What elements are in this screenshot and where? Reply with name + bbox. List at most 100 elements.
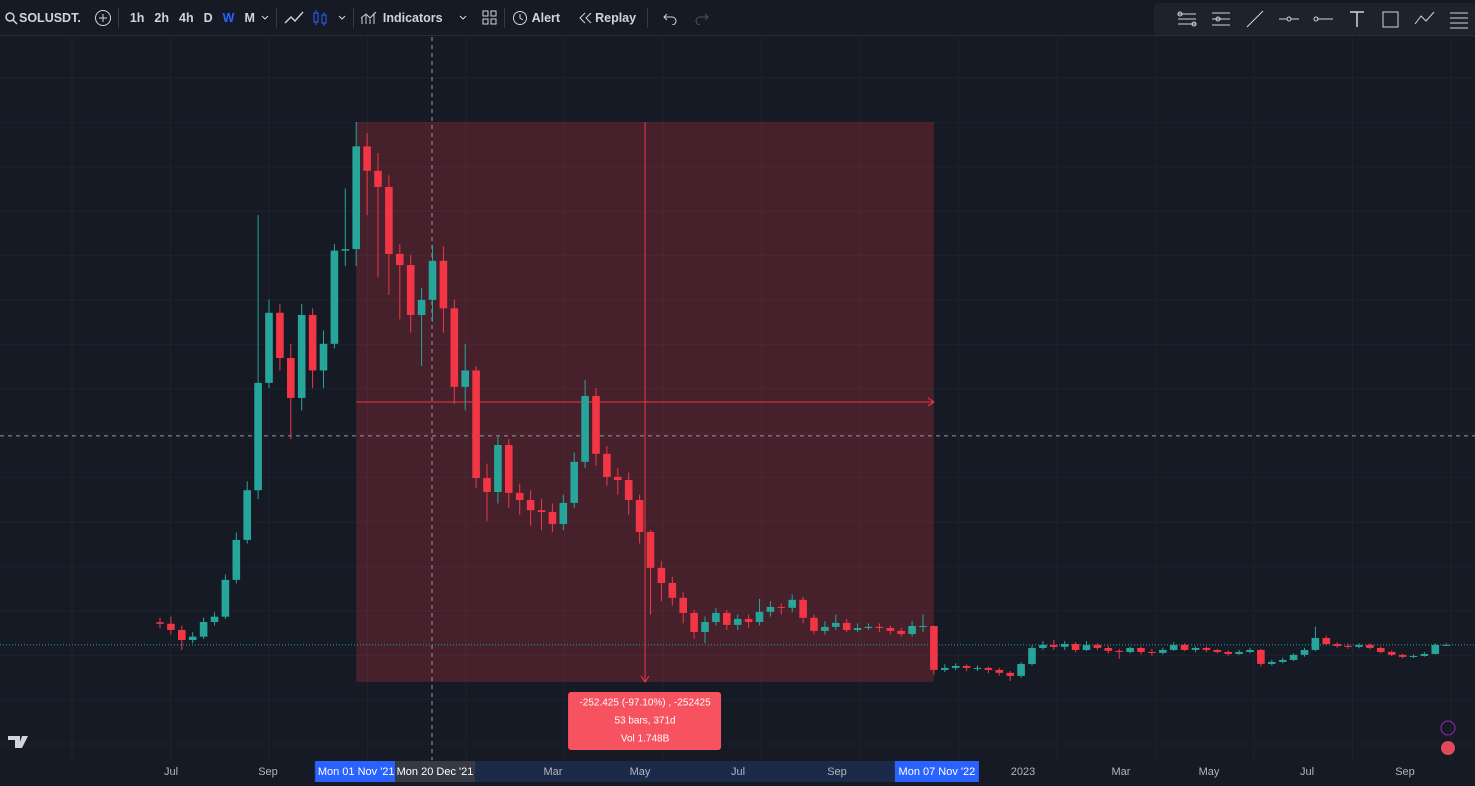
symbol[interactable]: SOLUSDT.: [19, 10, 81, 25]
candle-body: [799, 599, 807, 618]
candle-body: [1398, 654, 1407, 657]
candle-body: [450, 308, 459, 387]
layouts-icon[interactable]: [482, 10, 498, 26]
indicators-button[interactable]: Indicators: [382, 10, 443, 25]
tool-icon[interactable]: [1346, 9, 1368, 29]
candle-body: [1060, 643, 1069, 647]
candle-body: [1300, 649, 1309, 655]
candle-body: [581, 395, 589, 462]
interval[interactable]: 2h: [154, 10, 169, 25]
candle-body: [1148, 651, 1156, 653]
candle-body: [1377, 647, 1385, 652]
separator: [352, 7, 354, 28]
intervals: 1h 2h 4h D W M: [125, 11, 260, 25]
candle-body: [537, 510, 546, 512]
candle-body: [886, 628, 895, 631]
candle-body: [1278, 659, 1287, 662]
axis-range: [314, 761, 976, 782]
dropdown[interactable]: [458, 13, 468, 23]
undo[interactable]: [662, 11, 678, 25]
indicators-icon[interactable]: [360, 10, 378, 26]
redo[interactable]: [694, 11, 710, 25]
candle-body: [919, 626, 927, 628]
line-chart-icon[interactable]: [283, 10, 305, 26]
date-label-bg: [395, 761, 475, 782]
candle-body: [1039, 644, 1047, 648]
candle-body: [221, 579, 230, 617]
measure-arrow: [640, 675, 650, 683]
replay-icon[interactable]: [577, 11, 593, 25]
x-tick-label: Jul: [164, 766, 178, 778]
candle-body: [908, 626, 916, 634]
add-symbol[interactable]: [94, 9, 112, 27]
candle-body: [1028, 647, 1036, 664]
x-tick-label: Sep: [1395, 766, 1415, 778]
candle-body: [308, 314, 317, 371]
interval[interactable]: 1h: [129, 10, 145, 25]
candle-body: [657, 567, 666, 583]
alert-icon[interactable]: [511, 9, 529, 27]
interval[interactable]: W: [222, 10, 235, 25]
candle-body: [406, 265, 415, 315]
tool-icon[interactable]: [1176, 9, 1198, 29]
search-icon: [5, 11, 18, 25]
candle-body: [505, 444, 513, 493]
x-tick-label: Jul: [731, 766, 745, 778]
dropdown[interactable]: [260, 13, 270, 23]
candle-body: [1180, 644, 1189, 650]
dropdown[interactable]: [337, 13, 347, 23]
candle-body: [712, 612, 720, 623]
x-tick-label: Sep: [258, 766, 278, 778]
alert-button[interactable]: Alert: [531, 10, 561, 25]
candle-body: [951, 665, 960, 668]
tool-icon[interactable]: [1244, 9, 1266, 29]
candle-body: [995, 669, 1004, 673]
tool-icon[interactable]: [1448, 9, 1470, 29]
candle-body: [1093, 644, 1102, 648]
candle-body: [167, 623, 175, 630]
candle-body: [701, 622, 709, 632]
candle-icon[interactable]: [311, 9, 331, 27]
tool-icon[interactable]: [1210, 9, 1232, 29]
tool-icon[interactable]: [1380, 9, 1402, 29]
tool-icon[interactable]: [1414, 9, 1436, 29]
candle-body: [1257, 649, 1265, 664]
candle-body: [1126, 647, 1134, 652]
tooltip-line: -252.425 (-97.10%) , -252425: [579, 698, 711, 709]
candle-body: [330, 250, 339, 344]
interval[interactable]: 4h: [179, 10, 194, 25]
interval[interactable]: M: [244, 10, 255, 25]
candle-body: [188, 636, 197, 640]
candle-body: [897, 630, 905, 634]
candle-body: [875, 626, 884, 629]
candle-body: [1409, 655, 1418, 657]
candle-body: [232, 539, 241, 580]
candle-body: [733, 618, 742, 625]
replay-button[interactable]: Replay: [595, 10, 637, 25]
candle-body: [363, 146, 371, 171]
candle-body: [1268, 661, 1276, 664]
separator: [647, 7, 649, 28]
candle-body: [1017, 663, 1025, 676]
candle-body: [930, 626, 938, 670]
icon: [1440, 720, 1456, 736]
candle-body: [199, 622, 208, 637]
candle-body: [341, 249, 350, 251]
candle-body: [766, 606, 775, 612]
candle-body: [614, 476, 622, 481]
date-label: Mon 01 Nov '21: [318, 766, 395, 778]
tool-icon[interactable]: [1278, 9, 1300, 29]
tool-icon[interactable]: [1312, 9, 1334, 29]
interval[interactable]: D: [203, 10, 213, 25]
candle-body: [690, 612, 698, 632]
candle-body: [723, 612, 731, 625]
candle-body: [1322, 637, 1331, 644]
candle-body: [385, 186, 393, 254]
candle-body: [1202, 647, 1211, 650]
date-label: Mon 07 Nov '22: [899, 766, 976, 778]
candle-body: [1420, 653, 1429, 656]
candle-body: [254, 382, 262, 491]
candle-body: [1442, 644, 1450, 646]
candle-body: [417, 299, 426, 315]
x-tick-label: May: [1199, 766, 1220, 778]
